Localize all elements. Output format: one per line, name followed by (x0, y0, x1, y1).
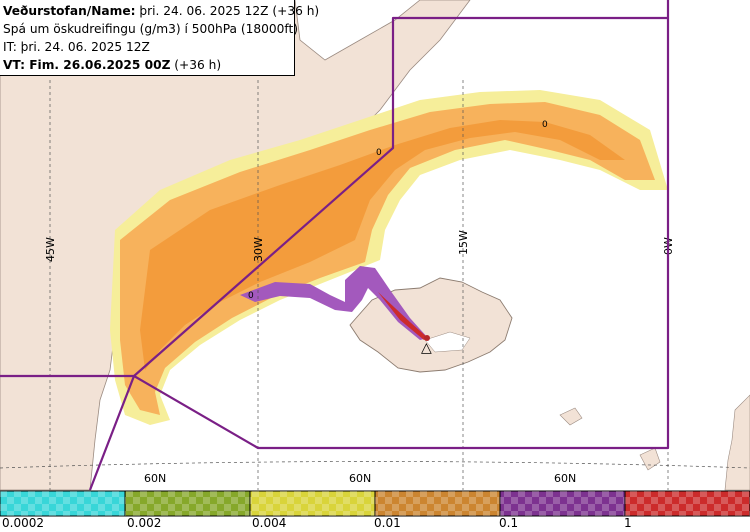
ash-plume-very-high (240, 266, 428, 340)
legend-label: 0.002 (127, 516, 162, 530)
eruption-source (424, 335, 430, 341)
legend-swatch-pattern (125, 491, 250, 516)
contour-label: 0 (248, 291, 254, 301)
legend-label: 0.1 (499, 516, 519, 530)
initial-time: IT: þri. 24. 06. 2025 12Z (3, 40, 150, 54)
legend-swatch-pattern (0, 491, 125, 516)
ash-plume-core (378, 292, 428, 340)
lat-label-60n-a: 60N (144, 472, 166, 485)
legend-swatch-pattern (500, 491, 625, 516)
volcano-marker: △ (421, 340, 432, 356)
fir-boundary (0, 0, 670, 491)
valid-time: VT: Fim. 26.06.2025 00Z (3, 58, 171, 72)
lat-label-60n-b: 60N (349, 472, 371, 485)
legend-label: 0.0002 (2, 516, 44, 530)
island (639, 447, 661, 471)
legend-label: 1 (624, 516, 632, 530)
legend-swatch-pattern (375, 491, 500, 516)
legend-label: 0.004 (252, 516, 287, 530)
lon-label-15w: 15W (457, 230, 470, 255)
provider-label: Veðurstofan/Name: (3, 4, 136, 18)
lat-label-60n-c: 60N (554, 472, 576, 485)
lon-label-30w: 30W (252, 237, 265, 262)
legend-label: 0.01 (374, 516, 401, 530)
ash-plume-mid (120, 102, 655, 415)
issue-time: þri. 24. 06. 2025 12Z (+36 h) (135, 4, 320, 18)
legend-swatch-pattern (250, 491, 375, 516)
contour-label: 0 (542, 120, 548, 130)
lon-label-45w: 45W (44, 237, 57, 262)
glacier (424, 331, 471, 353)
concentration-legend (0, 490, 750, 517)
ash-plume-high (140, 120, 625, 370)
legend-swatch-pattern (625, 491, 750, 516)
contour-label: 0 (376, 148, 382, 158)
forecast-info-box: Veðurstofan/Name: þri. 24. 06. 2025 12Z … (0, 0, 319, 76)
norway-coast (724, 394, 750, 491)
valid-offset: (+36 h) (170, 58, 222, 72)
forecast-description: Spá um öskudreifingu (g/m3) í 500hPa (18… (3, 22, 298, 36)
island (559, 407, 583, 426)
